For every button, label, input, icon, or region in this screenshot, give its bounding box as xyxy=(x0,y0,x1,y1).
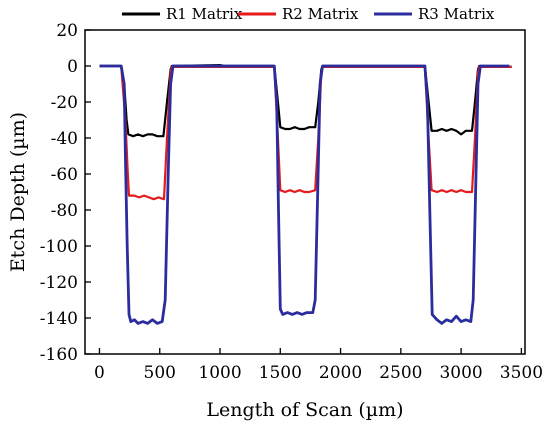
y-tick-label: -80 xyxy=(51,201,78,221)
axis-ticks: 0 500 1000 1500 2000 2500 3000 3500 20 0 -20 -40 -60… xyxy=(40,21,543,383)
plot-lines xyxy=(99,63,512,325)
legend-label-3: R3 Matrix xyxy=(418,5,495,23)
series-line-2 xyxy=(99,64,512,201)
x-tick-label: 3000 xyxy=(439,363,482,383)
x-tick-label: 1500 xyxy=(259,363,302,383)
y-tick-label: -60 xyxy=(51,165,78,185)
x-tick-label: 2500 xyxy=(379,363,422,383)
plot-frame xyxy=(84,29,526,355)
y-tick-label: -100 xyxy=(40,237,78,257)
x-axis-title: Length of Scan (µm) xyxy=(206,399,403,421)
y-tick-label: -120 xyxy=(40,273,78,293)
legend-label-2: R2 Matrix xyxy=(282,5,359,23)
y-tick-label: -140 xyxy=(40,309,78,329)
y-tick-label: -20 xyxy=(51,93,78,113)
y-tick-label: -160 xyxy=(40,345,78,365)
series-line-3 xyxy=(99,64,510,325)
y-axis-title: Etch Depth (µm) xyxy=(7,112,29,272)
x-tick-label: 3500 xyxy=(500,363,543,383)
x-tick-label: 1000 xyxy=(198,363,241,383)
y-tick-label: -40 xyxy=(51,129,78,149)
x-tick-label: 500 xyxy=(144,363,176,383)
legend: R1 Matrix R2 Matrix R3 Matrix xyxy=(122,5,495,23)
legend-label-1: R1 Matrix xyxy=(166,5,243,23)
y-tick-label: 20 xyxy=(56,21,78,41)
x-tick-label: 0 xyxy=(94,363,105,383)
x-tick-label: 2000 xyxy=(319,363,362,383)
y-tick-label: 0 xyxy=(67,57,78,77)
series-line-1 xyxy=(99,63,512,138)
